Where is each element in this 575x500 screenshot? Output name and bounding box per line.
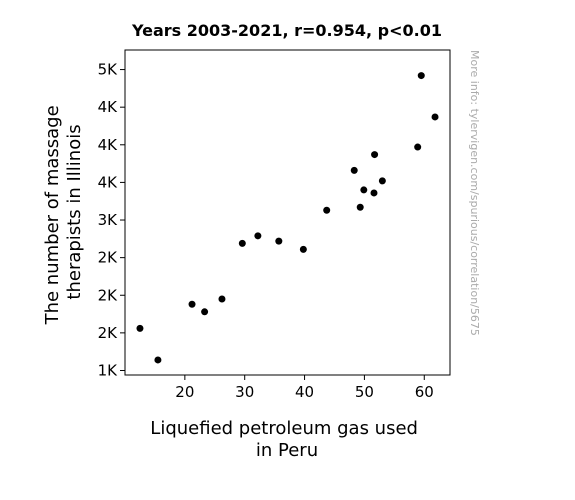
x-axis-label-line-2: in Peru bbox=[256, 440, 318, 461]
data-point bbox=[360, 186, 368, 194]
data-point bbox=[254, 232, 262, 240]
x-tick-label: 20 bbox=[175, 383, 194, 401]
data-point bbox=[417, 72, 425, 80]
y-tick-label: 1K bbox=[98, 361, 119, 379]
data-point bbox=[201, 308, 209, 316]
data-point bbox=[188, 300, 196, 308]
data-point bbox=[275, 237, 283, 245]
data-point bbox=[218, 295, 226, 303]
x-axis-ticks: 20 30 40 50 60 bbox=[175, 375, 434, 401]
y-axis-label-line-2: therapists in Illinois bbox=[64, 124, 85, 299]
data-point bbox=[238, 239, 246, 247]
x-tick-label: 50 bbox=[355, 383, 374, 401]
y-tick-label: 2K bbox=[98, 249, 119, 267]
source-note: More info: tylervigen.com/spurious/corre… bbox=[468, 50, 481, 336]
plot-area bbox=[124, 49, 451, 376]
data-point bbox=[371, 151, 379, 159]
x-tick-label: 30 bbox=[235, 383, 254, 401]
x-axis-label: Liquefied petroleum gas used in Peru bbox=[150, 418, 423, 461]
y-tick-label: 2K bbox=[98, 286, 119, 304]
y-axis-label-line-1: The number of massage bbox=[42, 105, 63, 325]
y-tick-label: 4K bbox=[98, 173, 119, 191]
data-point bbox=[154, 356, 162, 364]
data-point bbox=[136, 324, 144, 332]
y-tick-label: 3K bbox=[98, 211, 119, 229]
y-tick-label: 4K bbox=[98, 98, 119, 116]
y-axis-ticks: 1K 2K 2K 2K 3K 4K 4K 4K 5K bbox=[98, 61, 125, 379]
data-point bbox=[431, 113, 439, 121]
x-tick-label: 60 bbox=[415, 383, 434, 401]
data-point bbox=[323, 206, 331, 214]
chart-title: Years 2003-2021, r=0.954, p<0.01 bbox=[131, 21, 442, 40]
data-point bbox=[299, 245, 307, 253]
data-point bbox=[356, 203, 364, 211]
data-point bbox=[414, 143, 422, 151]
data-points bbox=[136, 72, 439, 364]
data-point bbox=[370, 189, 378, 197]
x-axis-label-line-1: Liquefied petroleum gas used bbox=[150, 418, 418, 439]
y-tick-label: 2K bbox=[98, 324, 119, 342]
y-tick-label: 4K bbox=[98, 136, 119, 154]
y-tick-label: 5K bbox=[98, 61, 119, 79]
x-tick-label: 40 bbox=[295, 383, 314, 401]
y-axis-label: The number of massage therapists in Illi… bbox=[42, 100, 85, 326]
data-point bbox=[350, 166, 358, 174]
data-point bbox=[378, 177, 386, 185]
